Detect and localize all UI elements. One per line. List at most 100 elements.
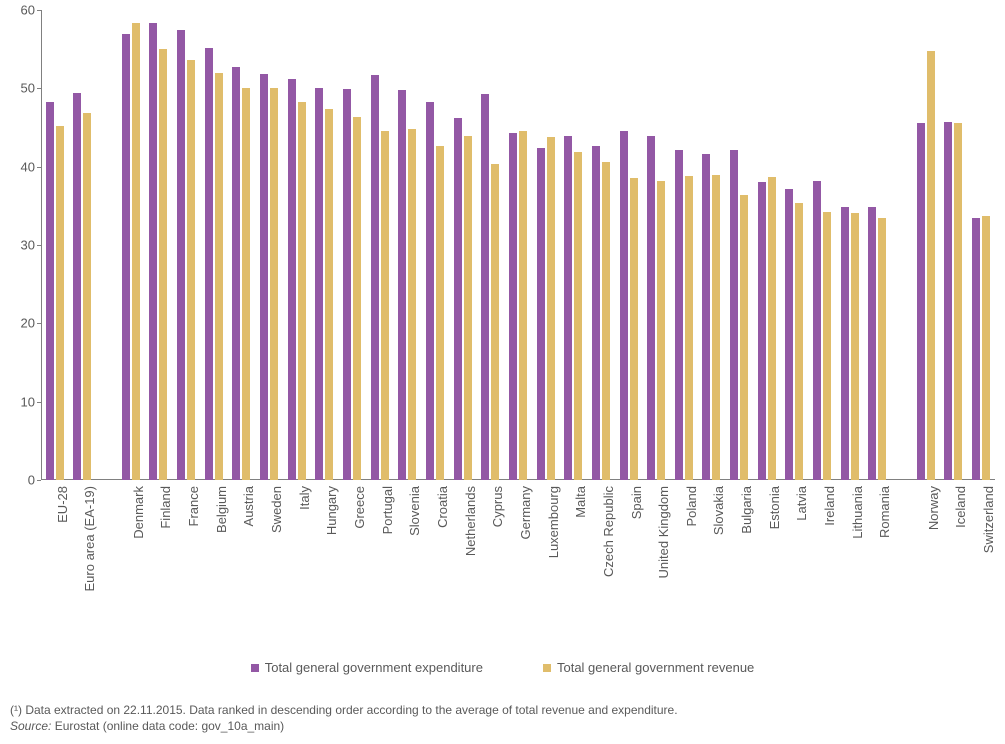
bar-expenditure xyxy=(785,189,793,480)
group-gap xyxy=(891,10,912,480)
category-label: Spain xyxy=(629,486,644,519)
legend-item-revenue: Total general government revenue xyxy=(543,660,754,675)
bar-group: Portugal xyxy=(366,10,394,480)
bar-group: Cyprus xyxy=(476,10,504,480)
bar-revenue xyxy=(242,88,250,480)
bar-group: Germany xyxy=(504,10,532,480)
bar-revenue xyxy=(878,218,886,480)
bar-expenditure xyxy=(972,218,980,480)
bar-expenditure xyxy=(675,150,683,480)
bar-expenditure xyxy=(177,30,185,480)
category-label: United Kingdom xyxy=(656,486,671,579)
bar-revenue xyxy=(464,136,472,480)
bar-group: Lithuania xyxy=(836,10,864,480)
legend-label-expenditure: Total general government expenditure xyxy=(265,660,483,675)
bar-expenditure xyxy=(813,181,821,480)
bar-expenditure xyxy=(481,94,489,480)
bar-revenue xyxy=(823,212,831,480)
bar-expenditure xyxy=(288,79,296,480)
bar-group: Estonia xyxy=(753,10,781,480)
footnote-source-text: Eurostat (online data code: gov_10a_main… xyxy=(51,719,284,733)
bar-revenue xyxy=(187,60,195,480)
bar-group: Romania xyxy=(864,10,892,480)
bar-expenditure xyxy=(260,74,268,480)
chart-area: EU-28Euro area (EA-19)DenmarkFinlandFran… xyxy=(40,10,995,570)
bar-revenue xyxy=(712,175,720,480)
bar-expenditure xyxy=(702,154,710,480)
bar-group: Iceland xyxy=(939,10,967,480)
category-label: Romania xyxy=(877,486,892,538)
bar-revenue xyxy=(768,177,776,480)
bar-revenue xyxy=(381,131,389,480)
bar-revenue xyxy=(982,216,990,480)
bar-group: Czech Republic xyxy=(587,10,615,480)
footnote-source-label: Source: xyxy=(10,719,51,733)
bar-revenue xyxy=(325,109,333,480)
bar-groups-container: EU-28Euro area (EA-19)DenmarkFinlandFran… xyxy=(41,10,995,480)
bar-group: Hungary xyxy=(310,10,338,480)
bar-revenue xyxy=(56,126,64,480)
bar-group: Netherlands xyxy=(449,10,477,480)
category-label: Hungary xyxy=(324,486,339,535)
bar-expenditure xyxy=(205,48,213,480)
bar-expenditure xyxy=(592,146,600,480)
category-label: Portugal xyxy=(380,486,395,534)
bar-revenue xyxy=(954,123,962,480)
bar-revenue xyxy=(851,213,859,480)
bar-group: Norway xyxy=(912,10,940,480)
category-label: EU-28 xyxy=(55,486,70,523)
bar-expenditure xyxy=(454,118,462,480)
bar-expenditure xyxy=(841,207,849,480)
y-tick-mark xyxy=(37,10,41,11)
bar-group: Slovakia xyxy=(698,10,726,480)
bar-group: Luxembourg xyxy=(532,10,560,480)
bar-group: Switzerland xyxy=(967,10,995,480)
bar-expenditure xyxy=(758,182,766,480)
chart-legend: Total general government expenditure Tot… xyxy=(0,660,1005,675)
category-label: Luxembourg xyxy=(546,486,561,558)
category-label: Netherlands xyxy=(463,486,478,556)
bar-revenue xyxy=(657,181,665,480)
category-label: Norway xyxy=(926,486,941,530)
bar-revenue xyxy=(270,88,278,480)
bar-revenue xyxy=(491,164,499,480)
bar-revenue xyxy=(519,131,527,480)
bar-revenue xyxy=(630,178,638,480)
legend-item-expenditure: Total general government expenditure xyxy=(251,660,483,675)
category-label: Denmark xyxy=(131,486,146,539)
bar-revenue xyxy=(132,23,140,480)
category-label: Croatia xyxy=(435,486,450,528)
category-label: Euro area (EA-19) xyxy=(82,486,97,592)
category-label: Iceland xyxy=(953,486,968,528)
bar-expenditure xyxy=(343,89,351,480)
category-label: Finland xyxy=(158,486,173,529)
bar-group: Croatia xyxy=(421,10,449,480)
category-label: Slovenia xyxy=(407,486,422,536)
bar-expenditure xyxy=(730,150,738,480)
category-label: Italy xyxy=(297,486,312,510)
bar-group: Ireland xyxy=(808,10,836,480)
bar-revenue xyxy=(685,176,693,480)
bar-expenditure xyxy=(537,148,545,480)
category-label: Poland xyxy=(684,486,699,526)
footnote-source: Source: Eurostat (online data code: gov_… xyxy=(10,718,995,734)
legend-label-revenue: Total general government revenue xyxy=(557,660,754,675)
bar-revenue xyxy=(298,102,306,480)
category-label: Ireland xyxy=(822,486,837,526)
bar-group: Bulgaria xyxy=(725,10,753,480)
bar-expenditure xyxy=(46,102,54,480)
y-tick-mark xyxy=(37,167,41,168)
bar-expenditure xyxy=(232,67,240,480)
bar-revenue xyxy=(408,129,416,480)
bar-group: Belgium xyxy=(200,10,228,480)
bar-expenditure xyxy=(315,88,323,480)
y-tick-mark xyxy=(37,323,41,324)
category-label: Sweden xyxy=(269,486,284,533)
bar-group: EU-28 xyxy=(41,10,69,480)
bar-revenue xyxy=(215,73,223,480)
y-tick-mark xyxy=(37,245,41,246)
bar-group: Euro area (EA-19) xyxy=(69,10,97,480)
bar-group: Finland xyxy=(145,10,173,480)
category-label: Slovakia xyxy=(711,486,726,535)
category-label: Germany xyxy=(518,486,533,539)
